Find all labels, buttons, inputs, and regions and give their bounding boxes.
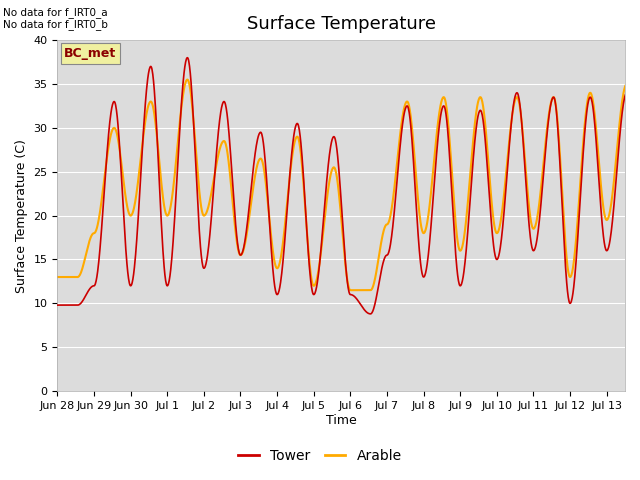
Text: No data for f_IRT0_b: No data for f_IRT0_b: [3, 19, 108, 30]
Legend: Tower, Arable: Tower, Arable: [233, 443, 407, 468]
X-axis label: Time: Time: [326, 414, 356, 427]
Title: Surface Temperature: Surface Temperature: [246, 15, 436, 33]
Y-axis label: Surface Temperature (C): Surface Temperature (C): [15, 139, 28, 292]
Text: No data for f_IRT0_a: No data for f_IRT0_a: [3, 7, 108, 18]
Text: BC_met: BC_met: [65, 47, 116, 60]
